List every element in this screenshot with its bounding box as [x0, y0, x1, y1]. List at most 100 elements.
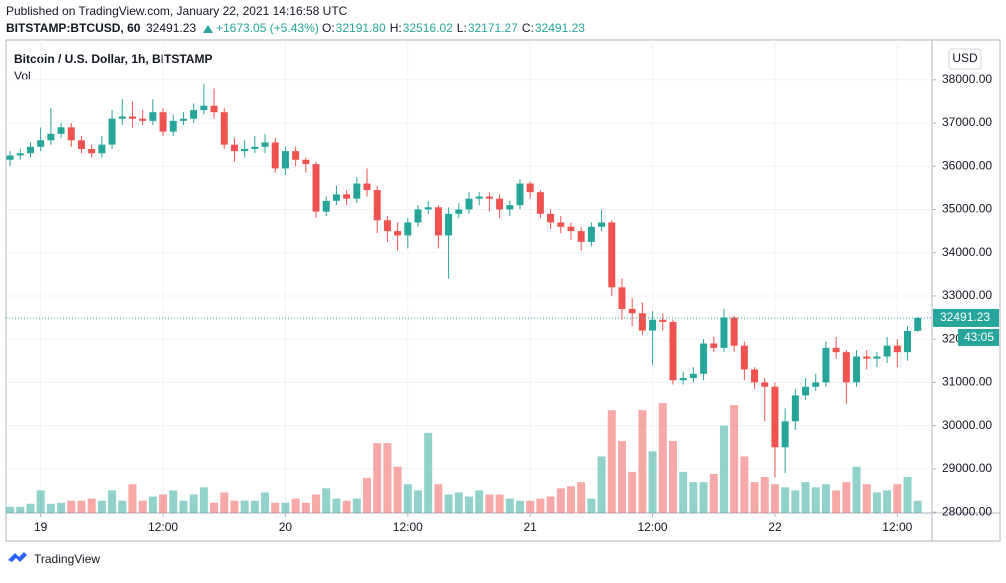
volume-bar — [566, 486, 575, 513]
volume-bar — [699, 482, 708, 513]
volume-bar — [577, 482, 586, 513]
brand: TradingView — [34, 552, 100, 566]
candle-body — [281, 151, 289, 169]
change: +1673.05 (+5.43%) — [216, 21, 319, 35]
volume-bar — [271, 502, 280, 513]
volume-bar — [658, 403, 667, 513]
volume-bar — [230, 500, 239, 513]
volume-bar — [118, 500, 127, 513]
candle-body — [363, 183, 371, 191]
candle-body — [832, 347, 840, 353]
candles — [6, 84, 922, 478]
ohlc-label: H: — [390, 21, 402, 35]
volume-bar — [26, 503, 35, 513]
volume-bar — [515, 500, 524, 513]
candle-body — [128, 116, 136, 119]
volume-bar — [210, 502, 219, 513]
candle-body — [67, 127, 75, 141]
candle-body — [577, 231, 585, 242]
candle-body — [536, 192, 544, 214]
candle-body — [373, 190, 381, 221]
ohlc-value: 32191.80 — [336, 21, 386, 35]
candle-body — [220, 112, 228, 145]
candle-body — [516, 183, 524, 206]
candle-body — [608, 222, 616, 288]
volume-bar — [159, 494, 168, 513]
volume-bar — [16, 506, 25, 513]
candle-body — [465, 198, 473, 210]
candle-body — [394, 231, 402, 236]
candle-body — [496, 198, 504, 210]
candle-body — [863, 356, 871, 359]
candle-body — [292, 151, 300, 160]
ohlc-label: C: — [522, 21, 534, 35]
volume-bar — [57, 502, 66, 513]
candle-body — [383, 220, 391, 232]
volume-bar — [179, 500, 188, 513]
volume-bar — [403, 484, 412, 513]
candle-body — [200, 105, 208, 111]
volume-bar — [383, 443, 392, 513]
last-price-label: 32491.23 — [940, 310, 990, 324]
volume-bar — [832, 490, 841, 513]
volume-bar — [872, 492, 881, 513]
candle-body — [649, 319, 657, 331]
volume-bar — [301, 502, 310, 513]
volume-bar — [638, 410, 647, 513]
grid — [6, 40, 932, 513]
candle-body — [802, 386, 810, 396]
ohlc-value: 32171.27 — [468, 21, 518, 35]
candle-body — [567, 226, 575, 232]
volume-bar — [199, 487, 208, 513]
candle-body — [16, 153, 24, 156]
candle-body — [108, 118, 116, 145]
ohlc-value: 32491.23 — [535, 21, 585, 35]
volume-bar — [913, 500, 922, 513]
last-price-marker: 32491.23 43:05 — [6, 308, 999, 346]
volume-bar — [87, 498, 96, 513]
volume-bar — [505, 498, 514, 513]
y-tick-label: 29000.00 — [942, 461, 992, 475]
volume-bar — [719, 425, 728, 513]
candle-body — [475, 196, 483, 199]
currency-button[interactable] — [948, 48, 982, 70]
volume-bar — [862, 484, 871, 513]
volume-bar — [444, 494, 453, 513]
candle-body — [159, 112, 167, 132]
volume-bar — [689, 482, 698, 513]
volume-bar — [526, 500, 535, 513]
volume-bar — [750, 482, 759, 513]
volume-bar — [679, 471, 688, 513]
candle-body — [455, 209, 463, 214]
candle-body — [241, 148, 249, 152]
volume-bar — [148, 496, 157, 513]
candle-body — [710, 343, 718, 348]
volume-bar — [36, 490, 45, 513]
volume-bar — [352, 498, 361, 513]
candle-body — [445, 213, 453, 236]
candle-body — [618, 287, 626, 309]
volume-bar — [852, 466, 861, 513]
volume-bar — [138, 500, 147, 513]
ohlc-value: 32516.02 — [403, 21, 453, 35]
volume-bar — [760, 477, 769, 513]
volume-bar — [607, 410, 616, 513]
x-tick-label: 12:00 — [393, 520, 423, 534]
candle-body — [883, 345, 891, 357]
candle-body — [251, 146, 259, 149]
candle-body — [77, 140, 85, 149]
volume-bar — [393, 466, 402, 513]
volume-bar — [709, 473, 718, 513]
volume-bar — [495, 494, 504, 513]
volume-bar — [740, 456, 749, 513]
legend-title: Bitcoin / U.S. Dollar, 1h, BITSTAMP — [14, 52, 212, 66]
volume-bar — [485, 494, 494, 513]
axes: 28000.0029000.0030000.0031000.0032000.00… — [34, 72, 992, 534]
candle-body — [434, 207, 442, 236]
volume-bar — [893, 484, 902, 513]
volume-bar — [6, 506, 15, 513]
tv-logo — [8, 552, 27, 562]
volume-legend: Vol — [14, 69, 31, 83]
